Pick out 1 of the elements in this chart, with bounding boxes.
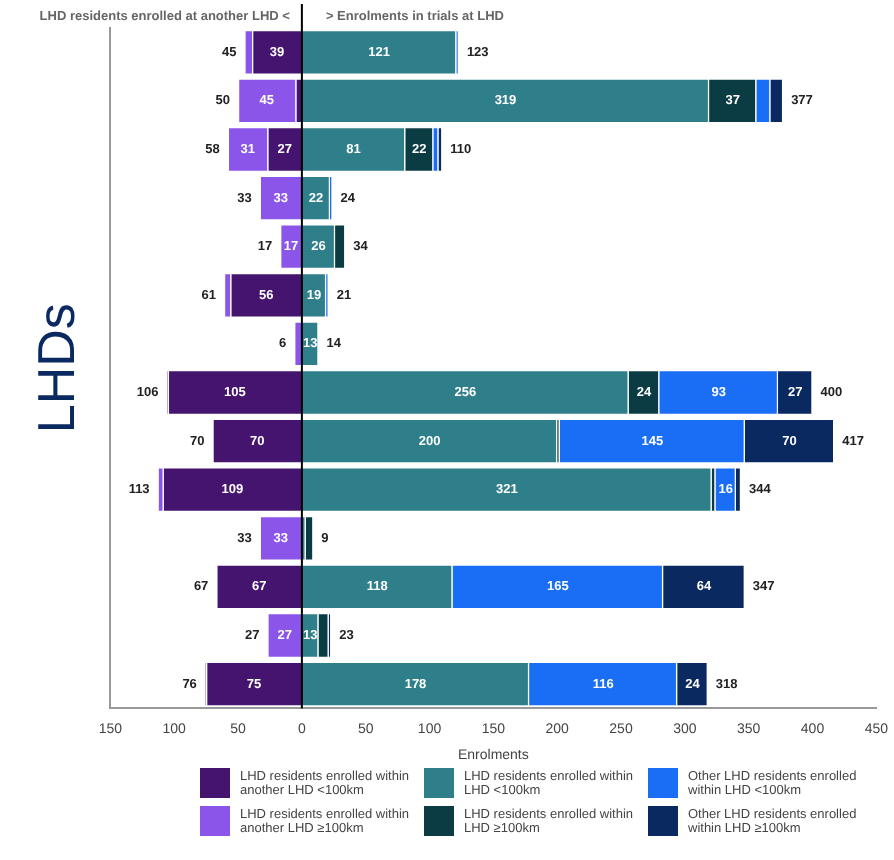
y-axis-title: LHDs	[25, 303, 86, 434]
